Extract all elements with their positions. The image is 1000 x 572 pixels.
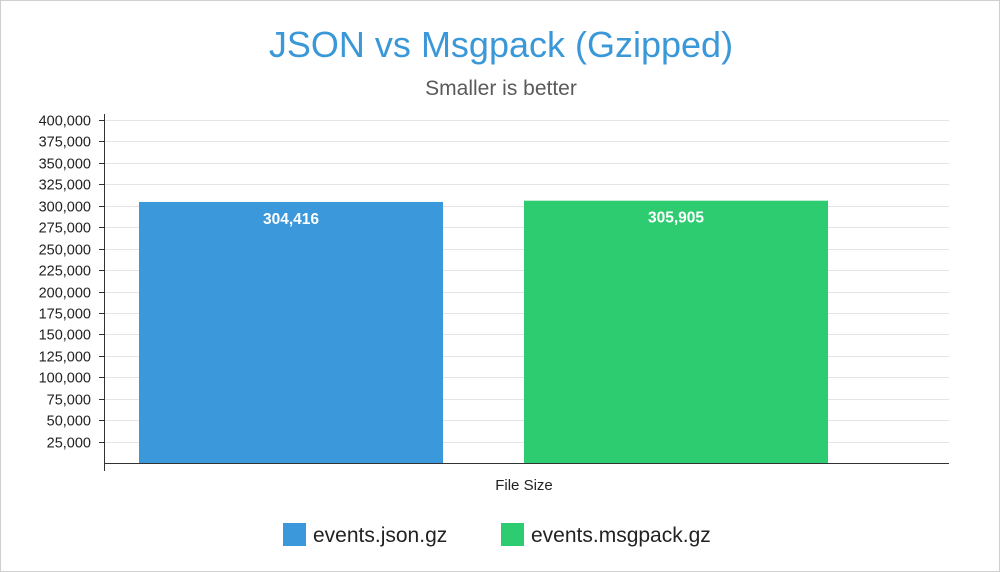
legend-swatch <box>283 523 306 546</box>
y-tick-label: 125,000 <box>39 350 91 366</box>
chart-title: JSON vs Msgpack (Gzipped) <box>269 24 733 65</box>
y-tick-label: 150,000 <box>39 328 91 344</box>
y-tick-label: 175,000 <box>39 307 91 323</box>
legend-label: events.msgpack.gz <box>531 524 711 547</box>
bar-events-json-gz[interactable] <box>139 201 443 463</box>
y-tick-label: 200,000 <box>39 286 91 302</box>
y-tick-label: 225,000 <box>39 264 91 280</box>
legend-swatch <box>501 523 524 546</box>
y-tick-label: 275,000 <box>39 221 91 237</box>
bar-data-label: 304,416 <box>263 211 319 228</box>
x-axis-label: File Size <box>495 477 553 494</box>
legend-label: events.json.gz <box>313 524 447 547</box>
bars: 304,416 305,905 <box>139 200 828 463</box>
y-axis-ticks: 25,000 50,000 75,000 100,000 125,000 150,000 1… <box>39 114 104 452</box>
bar-data-label: 305,905 <box>648 210 704 227</box>
y-tick-label: 375,000 <box>39 135 91 151</box>
y-tick-label: 400,000 <box>39 114 91 130</box>
y-tick-label: 300,000 <box>39 200 91 216</box>
legend-item[interactable]: events.json.gz <box>283 523 447 547</box>
legend-item[interactable]: events.msgpack.gz <box>501 523 711 547</box>
legend: events.json.gz events.msgpack.gz <box>283 523 711 547</box>
y-tick-label: 50,000 <box>47 414 91 430</box>
y-tick-label: 100,000 <box>39 371 91 387</box>
y-tick-label: 350,000 <box>39 157 91 173</box>
y-tick-label: 325,000 <box>39 178 91 194</box>
y-tick-label: 75,000 <box>47 393 91 409</box>
bar-events-msgpack-gz[interactable] <box>524 200 828 463</box>
y-tick-label: 25,000 <box>47 436 91 452</box>
y-tick-label: 250,000 <box>39 243 91 259</box>
chart-subtitle: Smaller is better <box>425 77 577 100</box>
